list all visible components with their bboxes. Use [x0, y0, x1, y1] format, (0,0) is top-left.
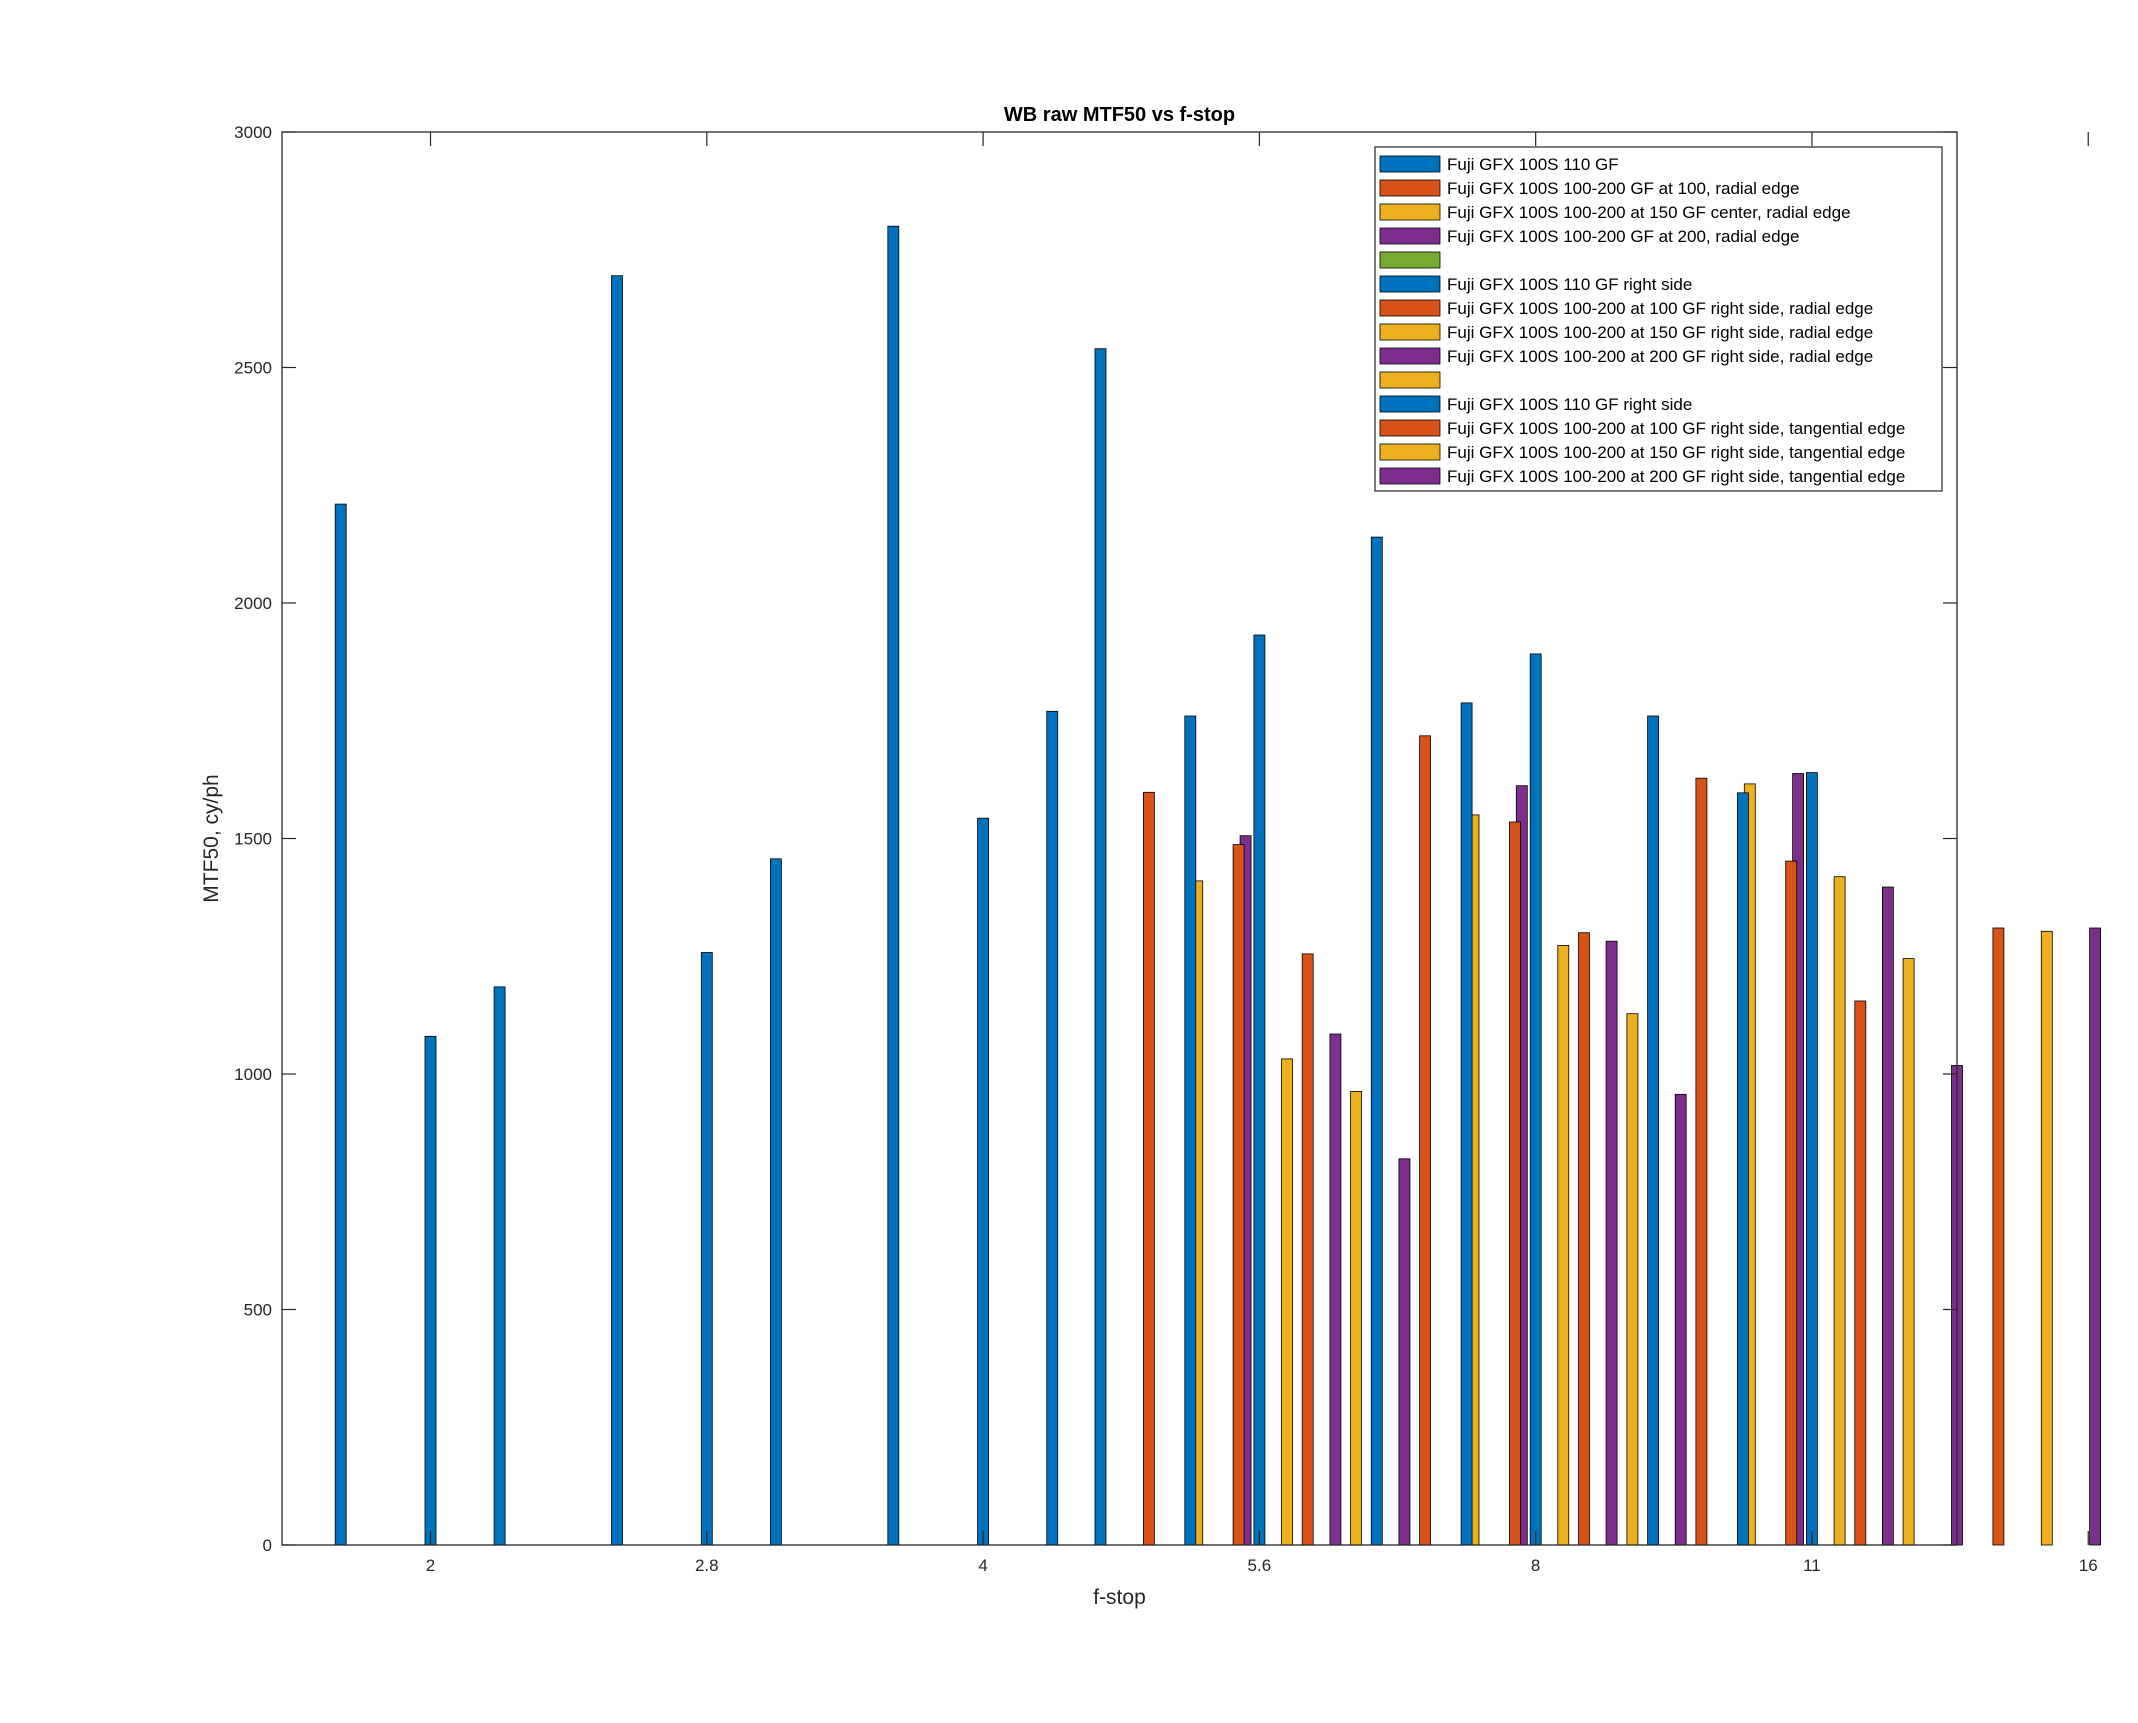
bar-series-0-1: Fuji GFX 100S 110 GF: 1080 [424, 1035, 437, 1546]
legend-label-5: Fuji GFX 100S 110 GF right side [1447, 275, 1692, 294]
x-tick-label: 5.6 [1248, 1556, 1272, 1575]
legend-label-10: Fuji GFX 100S 110 GF right side [1447, 395, 1692, 414]
bar-series-12-group-6: Fuji GFX 100S 100-200 at 150 GF right si… [2040, 930, 2053, 1546]
legend-label-8: Fuji GFX 100S 100-200 at 200 GF right si… [1447, 347, 1873, 366]
legend-label-12: Fuji GFX 100S 100-200 at 150 GF right si… [1447, 443, 1905, 462]
bar-series-11-group-5: Fuji GFX 100S 100-200 at 100 GF right si… [1854, 1000, 1867, 1546]
x-tick-label: 11 [1803, 1556, 1821, 1575]
bar-series-10-group-0: Fuji GFX 100S 110 GF right side: 2140 [1370, 536, 1383, 1546]
legend-swatch-5 [1379, 275, 1441, 293]
y-tick-label: 1000 [234, 1065, 272, 1084]
bar-series-6-group-2: Fuji GFX 100S 100-200 at 100 GF right si… [1301, 953, 1314, 1546]
legend-swatch-10 [1379, 395, 1441, 413]
bar-series-12-group-2: Fuji GFX 100S 100-200 at 150 GF right si… [1626, 1013, 1639, 1546]
bar-series-10-group-5: Fuji GFX 100S 110 GF right side: 1640 [1806, 772, 1818, 1546]
bar-series-8-group-2: Fuji GFX 100S 100-200 at 200 GF right si… [1398, 1158, 1411, 1546]
bar-series-11-group-3: Fuji GFX 100S 100-200 at 100 GF right si… [1695, 777, 1708, 1546]
x-tick-label: 4 [978, 1556, 987, 1575]
bar-series-0-3: Fuji GFX 100S 110 GF: 2695 [611, 275, 623, 1546]
bar-series-11-group-4: Fuji GFX 100S 100-200 at 100 GF right si… [1785, 860, 1798, 1546]
x-axis: 2 2.8 4 5.6 8 11 16 [426, 132, 2098, 1575]
x-axis-title: f-stop [1093, 1586, 1146, 1609]
bar-series-0-4: Fuji GFX 100S 110 GF: 1258 [700, 952, 713, 1546]
bar-series-10-group-1: Fuji GFX 100S 110 GF right side: 1788 [1460, 702, 1473, 1546]
x-tick-label: 8 [1531, 1556, 1540, 1575]
bar-series-7-group-1: Fuji GFX 100S 100-200 at 150 GF right si… [1281, 1058, 1293, 1546]
legend-swatch-2 [1379, 203, 1441, 221]
bar-series-12-group-4: Fuji GFX 100S 100-200 at 150 GF right si… [1833, 876, 1846, 1546]
bar-series-12-group-5: Fuji GFX 100S 100-200 at 150 GF right si… [1902, 958, 1915, 1546]
bar-series-11-group-0: Fuji GFX 100S 100-200 at 100 GF right si… [1419, 735, 1431, 1546]
legend-label-7: Fuji GFX 100S 100-200 at 150 GF right si… [1447, 323, 1873, 342]
legend-label-3: Fuji GFX 100S 100-200 GF at 200, radial … [1447, 227, 1799, 246]
y-tick-label: 1500 [234, 830, 272, 849]
legend-swatch-8 [1379, 347, 1441, 365]
bar-series-11-group-1: Fuji GFX 100S 100-200 at 100 GF right si… [1509, 821, 1521, 1546]
bar-series-10-group-3: Fuji GFX 100S 110 GF right side: 1760 [1647, 715, 1659, 1546]
bar-series-7-group-2: Fuji GFX 100S 100-200 at 150 GF right si… [1350, 1091, 1362, 1546]
bar-series-5-group-2: Fuji GFX 100S 110 GF right side: 1932 [1253, 634, 1266, 1546]
y-axis-title: MTF50, cy/ph [200, 774, 223, 902]
legend-swatch-9 [1379, 371, 1441, 389]
legend-swatch-1 [1379, 179, 1441, 197]
legend-swatch-3 [1379, 227, 1441, 245]
legend-label-6: Fuji GFX 100S 100-200 at 100 GF right si… [1447, 299, 1873, 318]
bar-series-0-0: Fuji GFX 100S 110 GF: 2210 [334, 503, 347, 1546]
legend-label-11: Fuji GFX 100S 100-200 at 100 GF right si… [1447, 419, 1905, 438]
bar-series-10-group-4: Fuji GFX 100S 110 GF right side: 1597 [1737, 792, 1749, 1546]
bar-series-13-group-6: Fuji GFX 100S 100-200 at 200 GF right si… [2089, 927, 2102, 1546]
bar-series-11-group-2: Fuji GFX 100S 100-200 at 100 GF right si… [1578, 932, 1590, 1546]
chart-title: WB raw MTF50 vs f-stop [1004, 104, 1235, 126]
legend-swatch-13 [1379, 467, 1441, 485]
bar-series-0-2: Fuji GFX 100S 110 GF: 1185 [493, 986, 506, 1546]
bar-series-5-group-0: Fuji GFX 100S 110 GF right side: 2540 [1094, 348, 1107, 1546]
legend: Fuji GFX 100S 110 GF Fuji GFX 100S 100-20… [1374, 146, 1943, 492]
bar-series-0-5: Fuji GFX 100S 110 GF: 1457 [770, 858, 782, 1546]
bar-series-13-group-2: Fuji GFX 100S 100-200 at 200 GF right si… [1674, 1093, 1687, 1546]
y-tick-label: 500 [244, 1301, 272, 1320]
bar-series-6-group-0: Fuji GFX 100S 100-200 at 100 GF right si… [1143, 791, 1155, 1546]
y-tick-label: 2500 [234, 359, 272, 378]
legend-swatch-4 [1379, 251, 1441, 269]
bar-series-8-group-1: Fuji GFX 100S 100-200 at 200 GF right si… [1329, 1033, 1342, 1546]
bar-series-13-group-4: Fuji GFX 100S 100-200 at 200 GF right si… [1882, 886, 1894, 1546]
bar-series-12-group-1: Fuji GFX 100S 100-200 at 150 GF right si… [1557, 945, 1570, 1546]
y-tick-label: 0 [263, 1536, 272, 1555]
bar-series-0-6: Fuji GFX 100S 110 GF: 2800 [887, 225, 900, 1546]
x-tick-label: 2 [426, 1556, 435, 1575]
legend-box [1374, 146, 1943, 492]
bar-series-0-7: Fuji GFX 100S 110 GF: 1543 [977, 817, 989, 1546]
y-tick-label: 3000 [234, 123, 272, 142]
bar-series-11-group-6: Fuji GFX 100S 100-200 at 100 GF right si… [1992, 927, 2005, 1546]
x-tick-label: 2.8 [695, 1556, 719, 1575]
bar-series-13-group-1: Fuji GFX 100S 100-200 at 200 GF right si… [1605, 940, 1618, 1546]
legend-label-0: Fuji GFX 100S 110 GF [1447, 155, 1619, 174]
y-tick-label: 2000 [234, 594, 272, 613]
y-axis: 0 500 1000 1500 2000 2500 3000 [234, 123, 1957, 1555]
legend-swatch-0 [1379, 155, 1441, 173]
legend-swatch-12 [1379, 443, 1441, 461]
legend-label-1: Fuji GFX 100S 100-200 GF at 100, radial … [1447, 179, 1799, 198]
legend-swatch-6 [1379, 299, 1441, 317]
bar-series-6-group-1: Fuji GFX 100S 100-200 at 100 GF right si… [1232, 844, 1245, 1546]
x-tick-label: 16 [2079, 1556, 2098, 1575]
bar-series-0-8: Fuji GFX 100S 110 GF: 1770 [1046, 710, 1059, 1546]
legend-label-2: Fuji GFX 100S 100-200 at 150 GF center, … [1447, 203, 1851, 222]
bar-series-10-group-2: Fuji GFX 100S 110 GF right side: 1892 [1529, 653, 1542, 1546]
legend-swatch-7 [1379, 323, 1441, 341]
bar-series-5-group-1: Fuji GFX 100S 110 GF right side: 1760 [1184, 715, 1197, 1546]
legend-label-13: Fuji GFX 100S 100-200 at 200 GF right si… [1447, 467, 1905, 486]
legend-swatch-11 [1379, 419, 1441, 437]
